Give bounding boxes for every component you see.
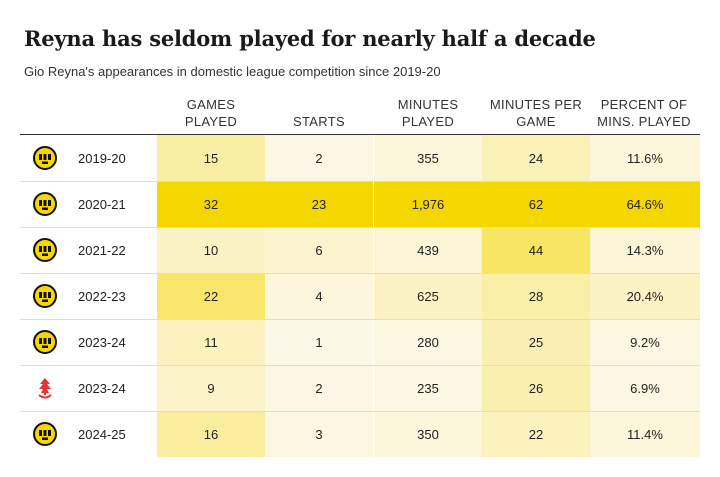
club-crest [33,146,57,170]
club-crest [33,330,57,354]
table-cell: 1 [265,319,373,365]
column-header: MINUTES PLAYED [397,97,459,129]
table-cell: 14.3% [590,227,700,273]
table-cell: 16 [157,411,265,457]
header-rule [20,134,700,135]
table-cell: 9 [157,365,265,411]
table-cell: 11.6% [590,135,700,181]
club-crest [38,378,52,399]
table-cell: 2 [265,365,373,411]
table-cell: 11 [157,319,265,365]
table-cell: 22 [482,411,590,457]
table-cell: 11.4% [590,411,700,457]
table-cell: 20.4% [590,273,700,319]
table-cell: 280 [374,319,482,365]
season-label: 2021-22 [78,242,126,258]
season-label: 2022-23 [78,288,126,304]
row-divider [20,273,700,274]
club-crest [33,422,57,446]
table-cell: 24 [482,135,590,181]
table-cell: 22 [157,273,265,319]
subtitle: Gio Reyna's appearances in domestic leag… [24,64,441,79]
season-label: 2023-24 [78,380,126,396]
season-label: 2023-24 [78,334,126,350]
club-crest [33,284,57,308]
table-cell: 15 [157,135,265,181]
table-cell: 2 [265,135,373,181]
club-crest [33,238,57,262]
table-cell: 44 [482,227,590,273]
table-cell: 9.2% [590,319,700,365]
row-divider [20,365,700,366]
table-cell: 350 [374,411,482,457]
column-header: GAMES PLAYED [184,97,238,129]
table-cell: 25 [482,319,590,365]
column-header: MINUTES PER GAME [489,97,583,129]
table-cell: 439 [374,227,482,273]
club-crest [33,192,57,216]
table-cell: 4 [265,273,373,319]
column-header: STARTS [293,114,345,129]
table-cell: 23 [265,181,373,227]
season-label: 2024-25 [78,426,126,442]
season-label: 2020-21 [78,196,126,212]
table-cell: 62 [482,181,590,227]
column-header: PERCENT OF MINS. PLAYED [597,97,691,129]
table-cell: 6 [265,227,373,273]
table-cell: 1,976 [374,181,482,227]
table-cell: 625 [374,273,482,319]
table-cell: 28 [482,273,590,319]
table-cell: 355 [374,135,482,181]
row-divider [20,227,700,228]
table-cell: 26 [482,365,590,411]
table-cell: 10 [157,227,265,273]
row-divider [20,319,700,320]
table-cell: 6.9% [590,365,700,411]
title: Reyna has seldom played for nearly half … [24,26,596,51]
table-cell: 3 [265,411,373,457]
table-cell: 64.6% [590,181,700,227]
table-cell: 32 [157,181,265,227]
row-divider [20,411,700,412]
table-cell: 235 [374,365,482,411]
row-divider [20,181,700,182]
season-label: 2019-20 [78,150,126,166]
